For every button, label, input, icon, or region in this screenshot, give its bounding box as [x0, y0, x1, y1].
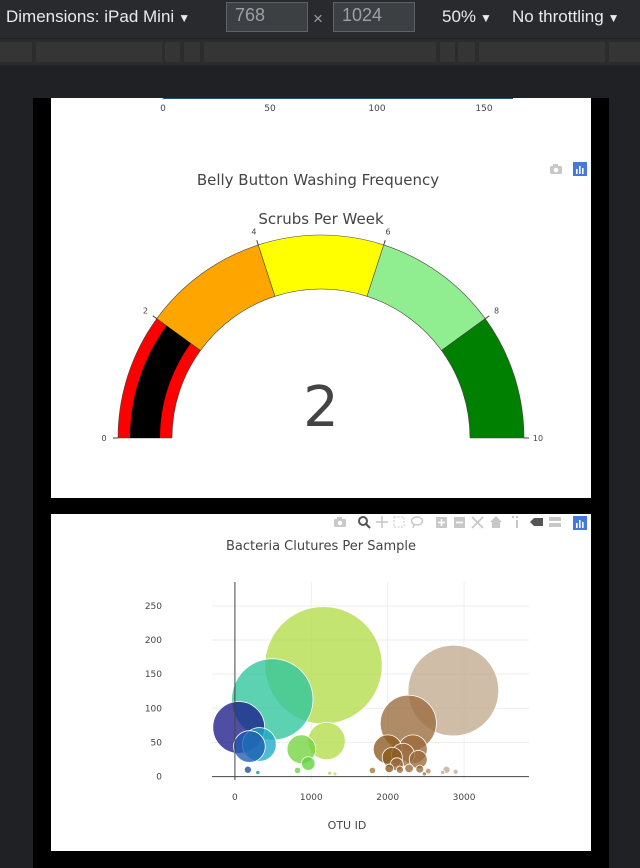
bubble-point[interactable] — [255, 769, 261, 776]
media-query-segment[interactable] — [440, 42, 455, 62]
device-viewport: 0 50 100 150 Belly Button Washing Freque… — [33, 98, 609, 868]
bubble-point[interactable] — [421, 771, 427, 777]
x-axis-title: OTU ID — [328, 819, 367, 832]
gauge-svg: 0 50 100 150 Belly Button Washing Freque… — [101, 98, 587, 443]
width-input[interactable]: 768 — [226, 2, 308, 32]
zoom-in-icon[interactable] — [436, 517, 447, 528]
plotly-logo-icon[interactable] — [573, 516, 587, 530]
gauge-tick-label: 0 — [101, 434, 106, 443]
times-sign: × — [313, 9, 323, 28]
bubble-point[interactable] — [327, 770, 333, 776]
gauge-subtitle: Scrubs Per Week — [258, 210, 384, 228]
bubble-chart-title: Bacteria Clutures Per Sample — [226, 539, 416, 554]
gauge-group: 0 2 4 6 8 10 — [101, 228, 543, 443]
device-dimensions-dropdown[interactable]: Dimensions: iPad Mini ▼ — [6, 7, 190, 27]
bubble-point[interactable] — [368, 766, 377, 775]
top-axis-tick-label: 0 — [160, 104, 166, 114]
box-select-icon[interactable] — [393, 516, 405, 528]
camera-icon[interactable] — [334, 517, 346, 527]
lasso-icon[interactable] — [410, 516, 424, 529]
gauge-band — [257, 234, 385, 297]
hover-closest-icon[interactable] — [530, 518, 543, 526]
device-toolbar: Dimensions: iPad Mini ▼ 768 × 1024 50% ▼ N… — [0, 0, 640, 38]
x-tick-label: 1000 — [300, 793, 323, 803]
plotly-logo-icon[interactable] — [573, 162, 587, 176]
hover-compare-icon[interactable] — [549, 517, 561, 527]
throttling-dropdown[interactable]: No throttling ▼ — [512, 7, 620, 27]
device-dimensions-label: Dimensions: iPad Mini — [6, 7, 175, 26]
gauge-tick — [383, 240, 386, 246]
chevron-down-icon: ▼ — [607, 11, 620, 25]
gauge-tick — [484, 315, 490, 320]
modebar — [334, 516, 587, 530]
spike-lines-icon[interactable] — [512, 516, 518, 528]
height-input[interactable]: 1024 — [333, 2, 415, 32]
gauge-tick-label: 2 — [143, 306, 148, 315]
pan-icon[interactable] — [376, 516, 388, 528]
chevron-down-icon: ▼ — [178, 11, 191, 25]
throttling-label: No throttling — [512, 7, 604, 26]
media-query-bar[interactable] — [0, 39, 640, 65]
zoom-dropdown[interactable]: 50% ▼ — [442, 7, 492, 27]
x-tick-label: 2000 — [376, 793, 399, 803]
gauge-title: Belly Button Washing Frequency — [197, 171, 439, 189]
gauge-tick — [152, 315, 158, 320]
y-tick-label: 200 — [145, 636, 162, 646]
bubble-point[interactable] — [452, 768, 459, 775]
x-tick-label: 0 — [232, 793, 238, 803]
bubble-chart-svg: Bacteria Clutures Per Sample 0 50 100 150 20… — [145, 516, 587, 832]
chevron-down-icon: ▼ — [480, 11, 492, 25]
bubble-point[interactable] — [301, 756, 316, 771]
camera-icon[interactable] — [550, 164, 562, 174]
bubble-points — [212, 606, 500, 777]
bubble-point[interactable] — [233, 730, 266, 763]
gauge-tick-label: 10 — [533, 434, 543, 443]
y-tick-label: 50 — [151, 738, 163, 748]
top-axis-tick-label: 150 — [475, 104, 492, 114]
gauge-value-bar — [130, 325, 191, 438]
gauge-tick-label: 8 — [494, 306, 499, 315]
gauge-band — [441, 318, 525, 439]
media-query-segment[interactable] — [204, 42, 436, 62]
autoscale-icon[interactable] — [471, 516, 484, 529]
bubble-point[interactable] — [243, 765, 252, 774]
gauge-tick-label: 4 — [251, 228, 256, 237]
media-query-segment[interactable] — [165, 42, 180, 62]
bubble-point[interactable] — [384, 763, 394, 774]
bubble-chart-panel: Bacteria Clutures Per Sample 0 50 100 150 20… — [51, 514, 591, 851]
bubble-point[interactable] — [293, 766, 302, 775]
top-axis-tick-label: 100 — [368, 104, 385, 114]
bubble-point[interactable] — [332, 771, 338, 777]
bubble-point[interactable] — [395, 765, 404, 774]
media-query-segment[interactable] — [609, 42, 640, 62]
media-query-segment[interactable] — [0, 42, 32, 62]
media-query-segment[interactable] — [479, 42, 605, 62]
gauge-tick — [256, 240, 259, 246]
bubble-point[interactable] — [424, 767, 432, 775]
media-query-segment[interactable] — [36, 42, 162, 62]
reset-axes-icon[interactable] — [490, 516, 502, 528]
top-axis-tick-label: 50 — [264, 104, 276, 114]
y-tick-label: 0 — [156, 773, 162, 783]
y-tick-label: 250 — [145, 602, 162, 612]
zoom-out-icon[interactable] — [454, 517, 465, 528]
gauge-panel: 0 50 100 150 Belly Button Washing Freque… — [51, 98, 591, 498]
gauge-tick-label: 6 — [386, 228, 391, 237]
y-tick-label: 100 — [145, 704, 162, 714]
zoom-icon[interactable] — [358, 516, 371, 529]
bubble-point[interactable] — [404, 763, 414, 774]
bubble-point[interactable] — [440, 769, 446, 776]
zoom-label: 50% — [442, 7, 477, 26]
media-query-segment[interactable] — [458, 42, 475, 62]
bubble-axes: 0 50 100 150 200 250 0 1000 2000 3000 — [145, 582, 529, 803]
x-tick-label: 3000 — [453, 793, 476, 803]
bubble-point[interactable] — [415, 764, 425, 774]
gauge-value: 2 — [303, 375, 339, 440]
media-query-segment[interactable] — [184, 42, 200, 62]
y-tick-label: 150 — [145, 670, 162, 680]
